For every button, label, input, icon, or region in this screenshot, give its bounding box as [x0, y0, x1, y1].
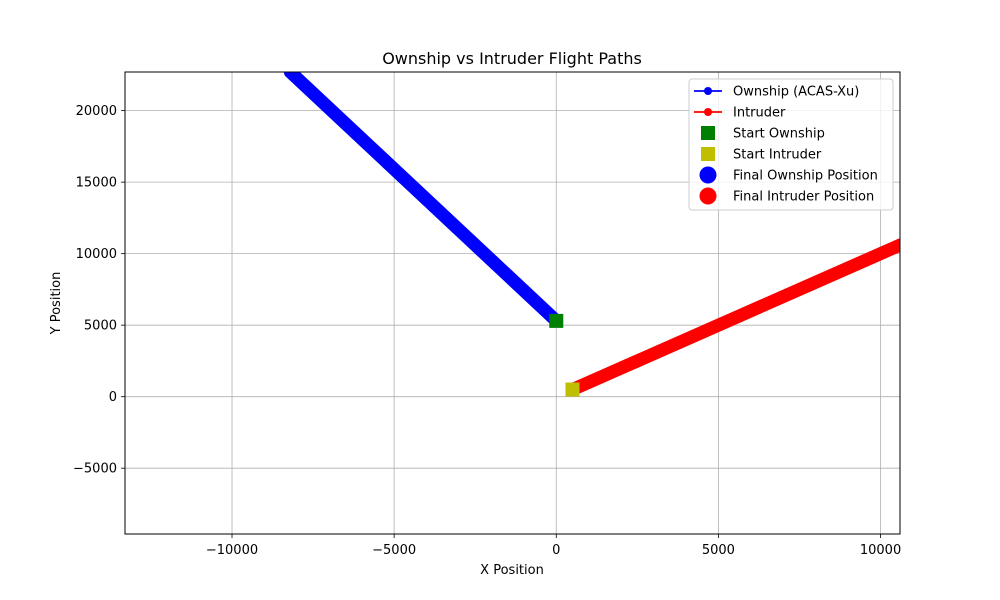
x-axis-label: X Position [480, 563, 544, 578]
legend-marker [704, 108, 712, 116]
y-tick-label: −5000 [73, 462, 117, 477]
start-intruder-marker [565, 382, 580, 397]
legend-start-ownship: Start Ownship [701, 126, 825, 142]
x-tick-label: 0 [552, 543, 560, 558]
legend-label: Ownship (ACAS-Xu) [733, 85, 859, 100]
legend-label: Start Intruder [733, 148, 822, 163]
x-tick-label: 10000 [860, 543, 901, 558]
series-layer [283, 72, 900, 397]
y-tick-label: 15000 [76, 176, 117, 191]
legend-start-intruder: Start Intruder [701, 147, 822, 163]
legend-ownship: Ownship (ACAS-Xu) [694, 85, 859, 100]
y-tick-label: 10000 [76, 247, 117, 262]
legend-marker [699, 166, 717, 184]
legend-intruder: Intruder [694, 106, 786, 121]
legend-label: Start Ownship [733, 127, 825, 142]
y-axis-label: Y Position [49, 272, 64, 336]
series-path-intruder [565, 238, 900, 397]
legend-marker [704, 87, 712, 95]
start-ownship-marker [549, 313, 564, 328]
x-tick-label: 5000 [702, 543, 735, 558]
legend-marker [699, 187, 717, 205]
ticks: −10000 −5000 0 5000 10000 −5000 0 5000 10000 1500… [73, 104, 901, 558]
legend-final-intruder-position: Final Intruder Position [699, 187, 874, 205]
y-tick-label: 0 [109, 390, 117, 405]
legend-label: Final Ownship Position [733, 169, 878, 184]
legend-label: Final Intruder Position [733, 190, 874, 205]
y-tick-label: 5000 [84, 319, 117, 334]
plot-frame [124, 71, 901, 535]
y-tick-label: 20000 [76, 104, 117, 119]
legend-marker [701, 147, 715, 161]
legend-label: Intruder [733, 106, 786, 121]
x-tick-label: −5000 [372, 543, 416, 558]
series-path-ownship [283, 72, 563, 328]
legend-marker [701, 126, 715, 140]
chart-title: Ownship vs Intruder Flight Paths [382, 49, 642, 68]
legend-box [688, 78, 894, 211]
x-tick-label: −10000 [206, 543, 258, 558]
legend: Ownship (ACAS-Xu) Intruder Start Ownship St… [688, 78, 894, 211]
legend-final-ownship-position: Final Ownship Position [699, 166, 878, 184]
